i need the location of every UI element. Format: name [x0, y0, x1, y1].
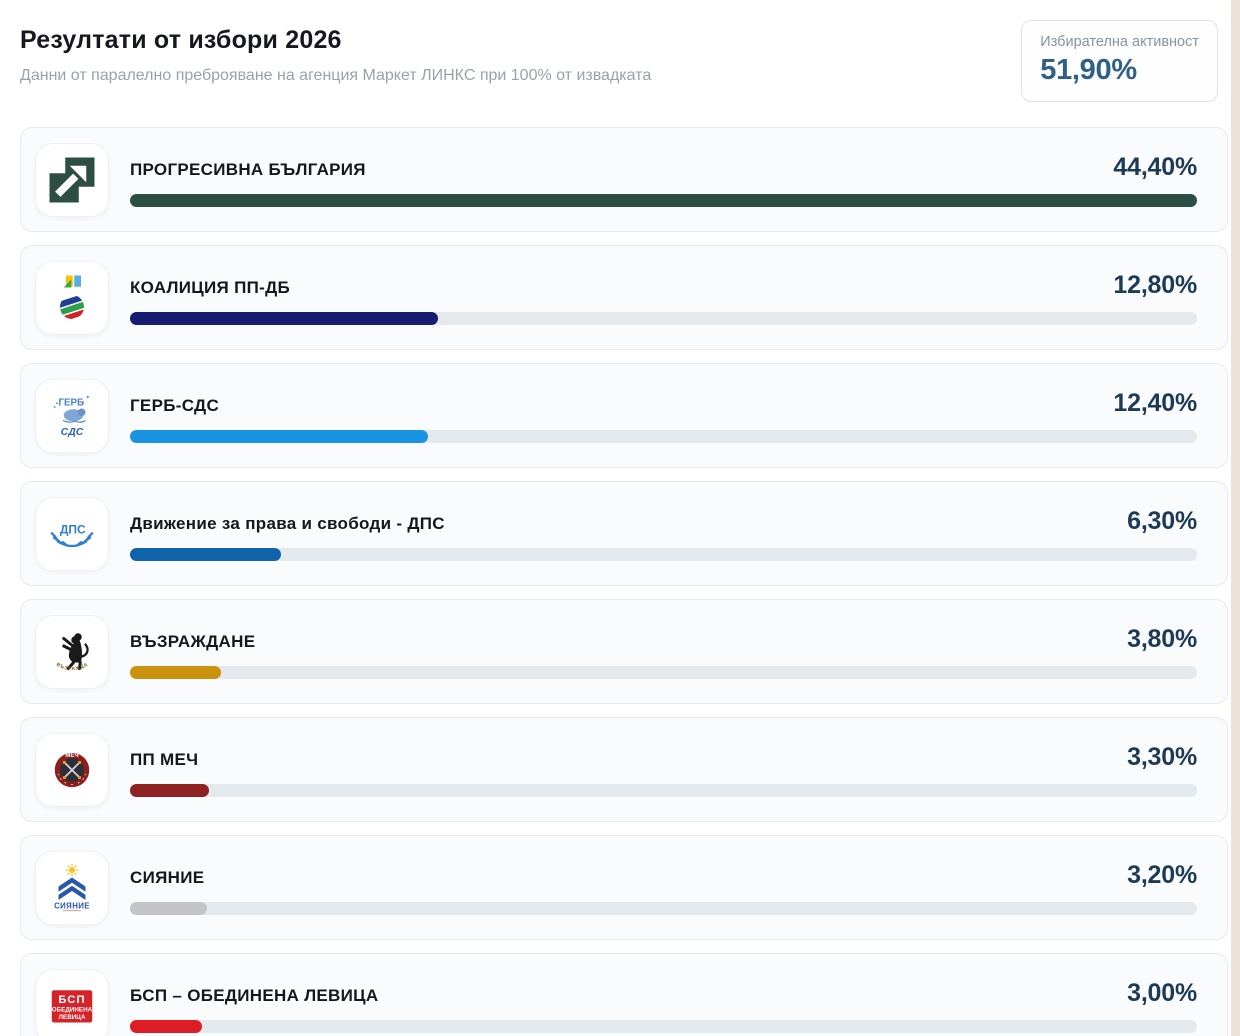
result-bar-track: [130, 1019, 1197, 1033]
party-row-top: ГЕРБ-СДС 12,40%: [130, 389, 1197, 418]
page-subtitle: Данни от паралелно преброяване на агенци…: [20, 67, 652, 84]
pp-db-logo: [60, 275, 84, 319]
page-title: Резултати от избори 2026: [20, 26, 342, 54]
dps-logo: ДПС: [50, 522, 94, 547]
result-bar-fill: [130, 901, 207, 915]
party-logo: [36, 261, 108, 334]
party-percent: 12,40%: [1113, 388, 1197, 417]
party-row-main: ПРОГРЕСИВНА БЪЛГАРИЯ 44,40%: [130, 153, 1197, 207]
party-percent: 6,30%: [1127, 506, 1197, 535]
scrollbar[interactable]: [1231, 0, 1240, 1036]
party-percent: 12,80%: [1113, 270, 1197, 299]
header: Резултати от избори 2026 Данни от парале…: [0, 0, 1240, 127]
progresivna-bulgaria-logo: [49, 157, 95, 202]
result-bar-fill: [130, 193, 1197, 207]
svg-text:✦: ✦: [86, 394, 90, 400]
party-row: ПРОГРЕСИВНА БЪЛГАРИЯ 44,40%: [20, 127, 1228, 232]
siyanie-logo: СИЯНИЕ: [54, 863, 90, 911]
party-logo: СИЯНИЕ: [36, 851, 108, 924]
party-name: БСП – ОБЕДИНЕНА ЛЕВИЦА: [130, 985, 379, 1005]
party-percent: 44,40%: [1113, 152, 1197, 181]
party-name: ПРОГРЕСИВНА БЪЛГАРИЯ: [130, 159, 366, 179]
party-percent: 3,00%: [1127, 978, 1197, 1007]
party-name: Движение за права и свободи - ДПС: [130, 513, 445, 533]
party-name: ВЪЗРАЖДАНЕ: [130, 631, 256, 651]
result-bar-track: [130, 665, 1197, 679]
result-bar-track: [130, 783, 1197, 797]
party-row: БСП ОБЕДИНЕНА ЛЕВИЦА БСП – ОБЕДИНЕНА ЛЕВ…: [20, 953, 1228, 1036]
svg-text:СДС: СДС: [61, 425, 84, 437]
result-bar-track: [130, 429, 1197, 443]
result-bar-fill: [130, 311, 438, 325]
party-row-main: ПП МЕЧ 3,30%: [130, 743, 1197, 797]
svg-text:✦: ✦: [82, 400, 86, 404]
turnout-value: 51,90%: [1040, 54, 1137, 86]
party-row: КОАЛИЦИЯ ПП-ДБ 12,80%: [20, 245, 1228, 350]
result-bar-fill: [130, 783, 210, 797]
svg-text:БСП: БСП: [58, 994, 86, 1006]
gerb-sds-logo: ГЕРБ ✦ ✦ СДС: [53, 394, 90, 437]
party-row-top: ПРОГРЕСИВНА БЪЛГАРИЯ 44,40%: [130, 153, 1197, 182]
party-logo: ВЪЗРАЖДАНЕ: [36, 615, 108, 688]
result-bar-fill: [130, 1019, 203, 1033]
svg-text:ДПС: ДПС: [60, 522, 86, 536]
party-row-main: ВЪЗРАЖДАНЕ 3,80%: [130, 625, 1197, 679]
result-bar-track: [130, 311, 1197, 325]
party-name: ПП МЕЧ: [130, 749, 199, 769]
svg-text:ГЕРБ: ГЕРБ: [58, 397, 84, 408]
turnout-card: Избирателна активност 51,90%: [1021, 20, 1218, 102]
mech-logo: МЕЧ: [54, 752, 90, 787]
result-bar-track: [130, 547, 1197, 561]
party-row-top: ВЪЗРАЖДАНЕ 3,80%: [130, 625, 1197, 654]
party-row-main: КОАЛИЦИЯ ПП-ДБ 12,80%: [130, 271, 1197, 325]
party-name: ГЕРБ-СДС: [130, 395, 220, 415]
result-bar-fill: [130, 665, 222, 679]
svg-text:МЕЧ: МЕЧ: [65, 752, 78, 758]
party-logo: БСП ОБЕДИНЕНА ЛЕВИЦА: [36, 969, 108, 1036]
party-row: СИЯНИЕ СИЯНИЕ 3,20%: [20, 835, 1228, 940]
party-row-top: СИЯНИЕ 3,20%: [130, 861, 1197, 890]
vazrazhdane-logo: ВЪЗРАЖДАНЕ: [48, 628, 89, 672]
party-name: КОАЛИЦИЯ ПП-ДБ: [130, 277, 291, 297]
party-logo: МЕЧ: [36, 733, 108, 806]
party-row: ВЪЗРАЖДАНЕ ВЪЗРАЖДАНЕ 3,80%: [20, 599, 1228, 704]
result-bar-fill: [130, 547, 282, 561]
party-row-top: КОАЛИЦИЯ ПП-ДБ 12,80%: [130, 271, 1197, 300]
result-bar-track: [130, 901, 1197, 915]
header-text: Резултати от избори 2026 Данни от парале…: [20, 26, 651, 85]
party-row: ГЕРБ ✦ ✦ СДС ГЕРБ-СДС 12,40%: [20, 363, 1228, 468]
results-list: ПРОГРЕСИВНА БЪЛГАРИЯ 44,40% КОАЛИЦИЯ ПП-…: [0, 127, 1240, 1036]
result-bar-track: [130, 193, 1197, 207]
result-bar-fill: [130, 429, 428, 443]
party-percent: 3,20%: [1127, 860, 1197, 889]
party-row-main: Движение за права и свободи - ДПС 6,30%: [130, 507, 1197, 561]
party-logo: ДПС: [36, 497, 108, 570]
party-row-top: Движение за права и свободи - ДПС 6,30%: [130, 507, 1197, 536]
party-row-main: СИЯНИЕ 3,20%: [130, 861, 1197, 915]
party-percent: 3,80%: [1127, 624, 1197, 653]
party-row-main: БСП – ОБЕДИНЕНА ЛЕВИЦА 3,00%: [130, 979, 1197, 1033]
party-name: СИЯНИЕ: [130, 867, 205, 887]
party-logo: ГЕРБ ✦ ✦ СДС: [36, 379, 108, 452]
svg-text:ОБЕДИНЕНА: ОБЕДИНЕНА: [52, 1006, 93, 1013]
party-percent: 3,30%: [1127, 742, 1197, 771]
svg-text:ЛЕВИЦА: ЛЕВИЦА: [59, 1013, 86, 1020]
party-row-main: ГЕРБ-СДС 12,40%: [130, 389, 1197, 443]
party-row: ДПС Движение за права и свободи - ДПС 6,…: [20, 481, 1228, 586]
party-row-top: БСП – ОБЕДИНЕНА ЛЕВИЦА 3,00%: [130, 979, 1197, 1008]
svg-text:СИЯНИЕ: СИЯНИЕ: [54, 901, 90, 910]
bsp-logo: БСП ОБЕДИНЕНА ЛЕВИЦА: [51, 989, 93, 1022]
turnout-label: Избирателна активност: [1040, 34, 1199, 50]
party-logo: [36, 143, 108, 216]
party-row-top: ПП МЕЧ 3,30%: [130, 743, 1197, 772]
party-row: МЕЧ ПП МЕЧ 3,30%: [20, 717, 1228, 822]
